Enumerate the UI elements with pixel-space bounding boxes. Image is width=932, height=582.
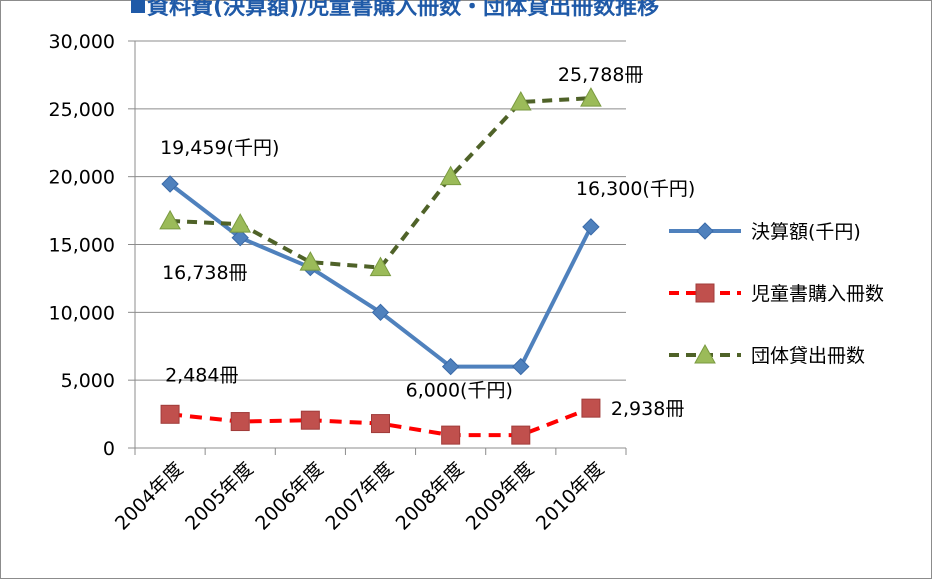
data-label: 16,738冊 (162, 262, 247, 284)
data-label: 25,788冊 (558, 64, 643, 86)
data-point (229, 213, 252, 233)
data-point (161, 175, 179, 193)
diamond-marker (696, 222, 714, 240)
data-labels: 19,459(千円) 16,738冊 6,000(千円) 16,300(千円) 25,7… (160, 64, 695, 420)
x-tick-label: 2004年度 (111, 458, 188, 535)
chart-title-text: 資料費(決算額)/児童書購入冊数・団体貸出冊数推移 (147, 0, 660, 20)
data-point (160, 404, 180, 424)
data-label: 19,459(千円) (160, 137, 279, 159)
data-point (300, 410, 320, 430)
data-point (230, 412, 250, 432)
data-point (441, 425, 461, 445)
data-point (580, 87, 602, 107)
gridlines (135, 40, 626, 381)
x-tick-label: 2008年度 (392, 458, 469, 535)
data-point (512, 357, 530, 376)
axes (128, 40, 627, 455)
x-tick-label: 2007年度 (321, 458, 398, 535)
y-tick-label: 25,000 (49, 99, 115, 121)
triangle-marker (694, 343, 716, 364)
data-label: 6,000(千円) (406, 380, 513, 402)
y-tick-label: 0 (103, 438, 115, 460)
y-tick-label: 30,000 (49, 31, 115, 53)
series-line (169, 96, 592, 270)
x-tick-label: 2009年度 (462, 458, 539, 535)
data-point (582, 218, 600, 236)
x-tick-label: 2005年度 (181, 458, 258, 535)
data-label: 2,484冊 (165, 364, 238, 386)
square-marker (695, 283, 715, 303)
y-tick-label: 10,000 (49, 302, 115, 324)
data-point (441, 357, 460, 376)
data-point (581, 398, 601, 418)
data-point (371, 414, 390, 434)
legend-label: 決算額(千円) (751, 221, 861, 243)
series-markers (159, 87, 602, 445)
x-axis-ticks: 2004年度2005年度2006年度2007年度2008年度2009年度2010… (111, 458, 608, 535)
x-tick-label: 2010年度 (532, 458, 609, 535)
legend-label: 児童書購入冊数 (751, 283, 884, 305)
data-point (371, 303, 390, 322)
data-label: 16,300(千円) (576, 178, 695, 200)
y-tick-label: 20,000 (49, 167, 115, 189)
data-point (439, 165, 462, 186)
data-point (159, 209, 181, 230)
data-point (299, 251, 322, 271)
y-tick-label: 15,000 (49, 235, 115, 257)
title-square-icon (131, 0, 145, 13)
data-label: 2,938冊 (611, 398, 684, 420)
data-point (231, 229, 249, 247)
data-point (511, 425, 531, 445)
data-point (369, 256, 392, 277)
chart-title: 資料費(決算額)/児童書購入冊数・団体貸出冊数推移 (131, 0, 659, 21)
y-axis-ticks: 0 5,000 10,000 15,000 20,000 25,000 30,000 (49, 31, 115, 460)
y-tick-label: 5,000 (61, 370, 115, 392)
x-tick-label: 2006年度 (251, 458, 328, 535)
legend-label: 団体貸出冊数 (751, 345, 865, 367)
data-point (509, 91, 532, 111)
